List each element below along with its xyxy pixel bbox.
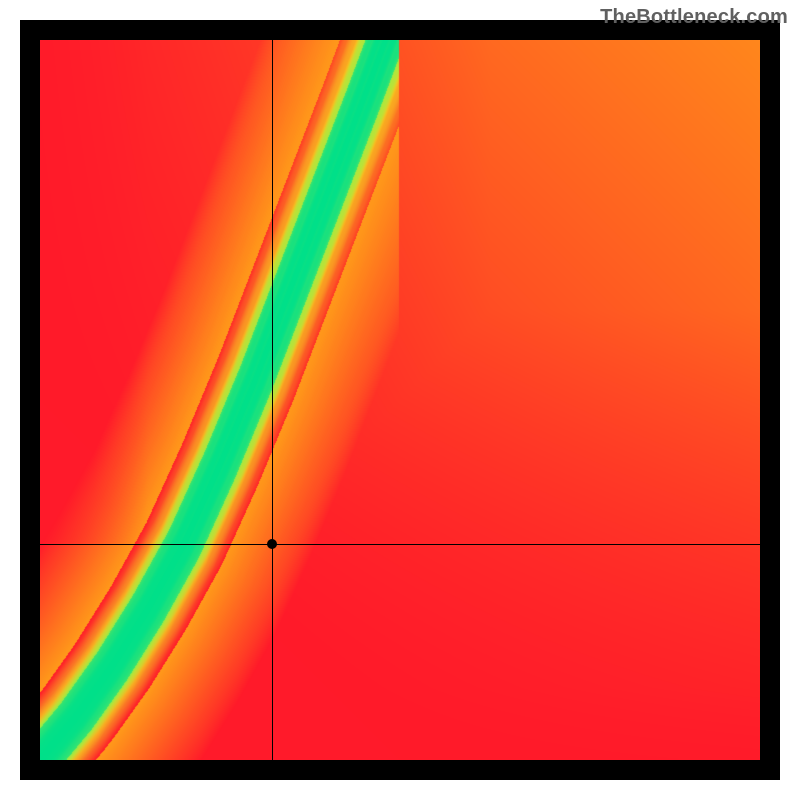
plot-frame [20, 20, 780, 780]
figure-container: TheBottleneck.com [0, 0, 800, 800]
crosshair-marker [267, 539, 277, 549]
heatmap-canvas [40, 40, 760, 760]
crosshair-vertical [272, 40, 273, 760]
crosshair-horizontal [40, 544, 760, 545]
watermark-text: TheBottleneck.com [600, 6, 788, 29]
